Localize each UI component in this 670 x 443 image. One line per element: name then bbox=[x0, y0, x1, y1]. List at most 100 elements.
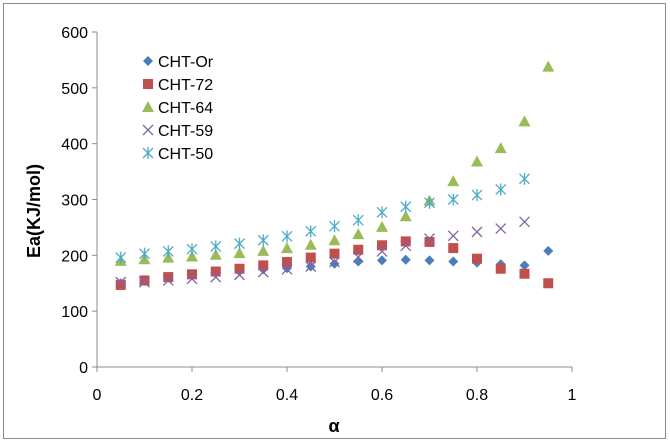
data-point bbox=[329, 258, 340, 269]
y-tick-label: 0 bbox=[79, 360, 88, 377]
data-point bbox=[448, 256, 459, 267]
data-point bbox=[186, 250, 198, 262]
x-tick-label: 0.2 bbox=[181, 387, 203, 404]
data-point bbox=[163, 272, 174, 283]
data-point bbox=[471, 189, 483, 202]
legend-label: CHT-50 bbox=[158, 146, 213, 163]
data-point bbox=[209, 248, 222, 260]
data-point bbox=[495, 263, 506, 274]
y-tick-label: 200 bbox=[61, 248, 88, 265]
legend-marker bbox=[143, 56, 153, 66]
data-point bbox=[352, 251, 364, 263]
data-point bbox=[234, 263, 245, 274]
legend-marker bbox=[143, 79, 153, 89]
data-point bbox=[495, 183, 507, 196]
data-point bbox=[234, 237, 245, 250]
data-point bbox=[472, 253, 482, 264]
y-axis-title: Ea(KJ/mol) bbox=[24, 164, 44, 258]
legend-item: CHT-64 bbox=[142, 100, 213, 117]
data-point bbox=[519, 260, 530, 271]
data-point bbox=[353, 256, 364, 267]
data-point bbox=[234, 269, 245, 281]
data-point bbox=[448, 243, 459, 254]
legend: CHT-Or CHT-72 CHT-64 CHT-59 CHT-50 bbox=[142, 54, 214, 163]
data-point bbox=[210, 266, 221, 277]
series-cht-64 bbox=[114, 60, 555, 266]
data-point bbox=[162, 274, 174, 286]
data-point bbox=[328, 234, 341, 246]
data-point bbox=[353, 244, 364, 255]
data-point bbox=[400, 200, 412, 213]
series-cht-50 bbox=[115, 172, 530, 264]
data-point bbox=[376, 245, 388, 257]
data-point bbox=[377, 240, 387, 251]
data-point bbox=[305, 252, 316, 263]
data-point bbox=[162, 245, 174, 258]
legend-item: CHT-72 bbox=[143, 77, 213, 94]
x-tick-label: 0.4 bbox=[276, 387, 298, 404]
data-point bbox=[471, 226, 483, 238]
data-point bbox=[233, 247, 246, 259]
data-point bbox=[400, 240, 412, 252]
legend-marker bbox=[142, 101, 154, 112]
data-point bbox=[282, 257, 292, 268]
data-point bbox=[424, 196, 435, 209]
data-point bbox=[494, 142, 507, 154]
axes: 0 100 200 300 400 500 600 0 0.2 0.4 0.6 0.8 1 bbox=[61, 25, 576, 404]
data-point bbox=[281, 242, 293, 254]
data-point bbox=[519, 216, 530, 228]
data-point bbox=[447, 193, 459, 206]
y-tick-label: 500 bbox=[61, 81, 88, 98]
data-point bbox=[352, 228, 365, 240]
data-point bbox=[257, 266, 269, 278]
x-tick-label: 1 bbox=[568, 387, 577, 404]
data-point bbox=[399, 210, 412, 222]
data-point bbox=[447, 175, 460, 187]
data-point bbox=[305, 225, 317, 238]
data-point bbox=[447, 230, 459, 242]
legend-marker bbox=[142, 147, 154, 159]
data-point bbox=[139, 276, 150, 288]
x-tick-label: 0.8 bbox=[466, 387, 488, 404]
data-point bbox=[139, 247, 150, 260]
data-point bbox=[115, 276, 127, 288]
data-point bbox=[115, 279, 126, 290]
data-point bbox=[400, 254, 411, 265]
legend-label: CHT-64 bbox=[158, 100, 213, 117]
data-point bbox=[519, 268, 530, 279]
data-points bbox=[114, 60, 555, 290]
data-point bbox=[187, 269, 197, 280]
data-point bbox=[186, 243, 198, 256]
data-point bbox=[304, 238, 317, 250]
data-point bbox=[543, 278, 554, 289]
x-tick-label: 0.6 bbox=[371, 387, 393, 404]
data-point bbox=[543, 245, 554, 256]
data-point bbox=[210, 240, 222, 253]
data-point bbox=[424, 233, 435, 245]
series-cht-59 bbox=[115, 216, 530, 288]
data-point bbox=[115, 251, 127, 264]
data-point bbox=[519, 172, 530, 185]
legend-item: CHT-50 bbox=[142, 146, 213, 163]
y-tick-label: 400 bbox=[61, 137, 88, 154]
x-tick-label: 0 bbox=[93, 387, 102, 404]
data-point bbox=[495, 223, 507, 234]
data-point bbox=[258, 260, 269, 271]
legend-item: CHT-59 bbox=[142, 123, 213, 140]
data-point bbox=[400, 236, 411, 247]
data-point bbox=[377, 255, 387, 266]
series-cht-72 bbox=[115, 236, 554, 290]
data-point bbox=[139, 275, 150, 286]
data-point bbox=[257, 234, 269, 247]
data-point bbox=[376, 220, 388, 232]
data-point bbox=[281, 263, 293, 275]
data-point bbox=[542, 60, 555, 72]
data-point bbox=[424, 236, 435, 247]
data-point bbox=[186, 273, 198, 285]
legend-label: CHT-Or bbox=[158, 54, 214, 71]
data-point bbox=[518, 115, 531, 127]
y-tick-label: 300 bbox=[61, 193, 88, 210]
data-point bbox=[352, 214, 364, 227]
y-tick-label: 600 bbox=[61, 25, 88, 42]
